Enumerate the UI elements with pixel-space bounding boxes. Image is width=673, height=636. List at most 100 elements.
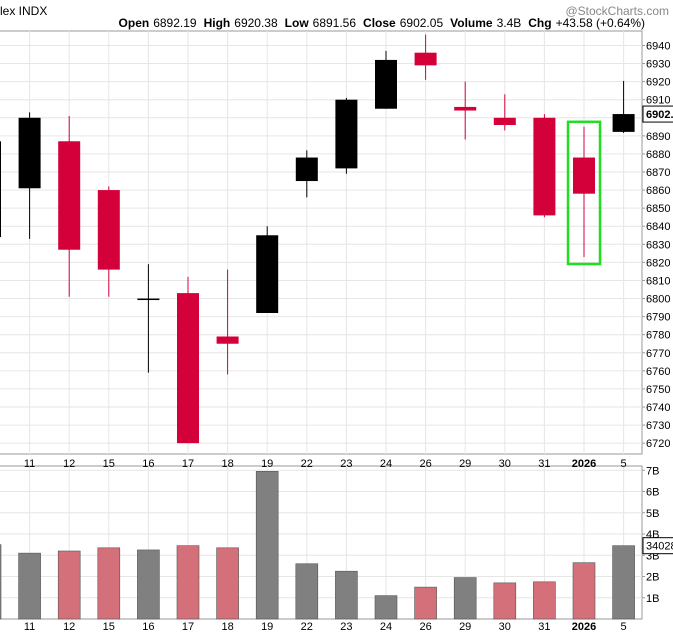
volume-panel-frame [0, 465, 643, 620]
price-tick-label-3: 6750 [646, 384, 670, 396]
candle-body-5 [177, 293, 199, 444]
price-tick-label-20: 6920 [646, 77, 670, 89]
ohlc-value-4: 3.4B [497, 16, 522, 30]
price-tick-label-1: 6730 [646, 420, 670, 432]
candle-body-7 [256, 235, 279, 313]
volume-x-label-13: 30 [499, 621, 511, 633]
price-x-label-14: 31 [538, 458, 550, 470]
price-tick-label-10: 6820 [646, 257, 670, 269]
price-tick-label-0: 6720 [646, 438, 670, 450]
volume-tick-label-0: 1B [646, 593, 659, 605]
price-x-label-12: 29 [459, 458, 471, 470]
ohlc-label-4: Volume [450, 16, 493, 30]
price-panel-frame [0, 30, 643, 455]
volume-y-axis: 1B2B3B4B5B6B7B34028 [642, 465, 673, 605]
candle-body-2 [58, 141, 81, 250]
ohlc-label-1: High [204, 16, 231, 30]
volume-tick-label-5: 6B [646, 487, 659, 499]
price-tick-label-15: 6870 [646, 167, 670, 179]
price-tick-label-2: 6740 [646, 402, 670, 414]
price-tick-label-22: 6940 [646, 40, 670, 52]
price-x-axis: 11 12 15 16 17 18 19 22 23 24 26 29 30 31 2026 5 [24, 458, 627, 470]
candle-body-10 [375, 59, 397, 109]
price-x-label-3: 15 [103, 458, 115, 470]
price-tick-label-16: 6880 [646, 149, 670, 161]
price-tick-label-21: 6930 [646, 59, 670, 71]
volume-x-label-2: 12 [63, 621, 75, 633]
candle-body-8 [295, 157, 318, 182]
price-x-label-7: 19 [261, 458, 273, 470]
volume-x-label-1: 11 [24, 621, 35, 633]
volume-bar-12 [453, 577, 477, 620]
volume-x-label-16: 5 [621, 621, 627, 633]
volume-x-label-4: 16 [142, 621, 154, 633]
price-y-axis: 6720 6730 6740 6750 6760 6770 6780 6790 6800 6810… [642, 40, 673, 450]
candle-body-6 [216, 336, 239, 344]
candle-body-3 [97, 190, 120, 270]
price-x-label-1: 11 [24, 458, 35, 470]
price-x-label-11: 26 [419, 458, 431, 470]
price-series [0, 34, 635, 444]
volume-bar-11 [414, 586, 437, 620]
ohlc-value-0: 6892.19 [153, 16, 197, 30]
volume-series [0, 471, 635, 620]
last-volume-box [642, 537, 673, 555]
ohlc-value-1: 6920.38 [234, 16, 278, 30]
price-tick-label-4: 6760 [646, 366, 670, 378]
last-volume-label: 34028 [646, 541, 673, 553]
price-x-label-4: 16 [142, 458, 154, 470]
candle-body-1 [18, 117, 41, 189]
price-tick-label-7: 6790 [646, 312, 670, 324]
price-x-label-15: 2026 [572, 458, 596, 470]
volume-bar-7 [255, 471, 279, 620]
price-x-label-13: 30 [499, 458, 511, 470]
volume-tick-label-1: 2B [646, 572, 659, 584]
volume-x-label-14: 31 [538, 621, 550, 633]
price-tick-label-6: 6780 [646, 330, 670, 342]
price-x-label-16: 5 [621, 458, 627, 470]
price-tick-label-14: 6860 [646, 185, 670, 197]
ohlc-label-5: Chg [528, 16, 551, 30]
volume-x-label-7: 19 [261, 621, 273, 633]
volume-x-label-11: 26 [419, 621, 431, 633]
volume-bar-13 [493, 582, 517, 620]
last-price-box [642, 105, 673, 123]
candle-body-13 [493, 117, 516, 125]
volume-x-label-8: 22 [301, 621, 313, 633]
volume-tick-label-4: 5B [646, 508, 659, 520]
volume-bar-10 [374, 595, 398, 620]
volume-bar-1 [18, 552, 41, 620]
volume-x-axis: 11 12 15 16 17 18 19 22 23 24 26 29 30 31 2026 5 [24, 621, 627, 633]
price-tick-label-12: 6840 [646, 221, 670, 233]
volume-bar-5 [176, 545, 200, 620]
volume-bar-8 [295, 563, 319, 620]
candle-body-9 [335, 99, 358, 169]
candle-body-16 [612, 114, 635, 132]
last-price-label: 6902. [646, 109, 673, 121]
volume-x-label-6: 18 [221, 621, 233, 633]
volume-x-label-15: 2026 [572, 621, 596, 633]
volume-bar-0 [0, 544, 2, 620]
ohlc-value-5: +43.58 (+0.64%) [556, 16, 645, 30]
ohlc-label-2: Low [285, 16, 310, 30]
ohlc-value-2: 6891.56 [313, 16, 357, 30]
candle-body-14 [533, 117, 556, 216]
price-tick-label-5: 6770 [646, 348, 670, 360]
watermark: @StockCharts.com [565, 4, 669, 18]
symbol-label: lex INDX [0, 4, 47, 18]
volume-bar-16 [612, 545, 635, 620]
price-x-label-8: 22 [301, 458, 313, 470]
candle-body-0 [0, 141, 1, 238]
price-x-label-10: 24 [380, 458, 392, 470]
volume-bar-9 [335, 570, 358, 620]
volume-tick-label-6: 7B [646, 465, 659, 477]
candle-body-15 [573, 157, 595, 194]
volume-bar-4 [137, 549, 160, 620]
candle-body-12 [454, 106, 477, 111]
volume-x-label-9: 23 [340, 621, 352, 633]
price-x-label-9: 23 [340, 458, 352, 470]
volume-x-label-3: 15 [103, 621, 115, 633]
volume-bar-15 [572, 562, 596, 620]
volume-bar-6 [216, 547, 239, 620]
